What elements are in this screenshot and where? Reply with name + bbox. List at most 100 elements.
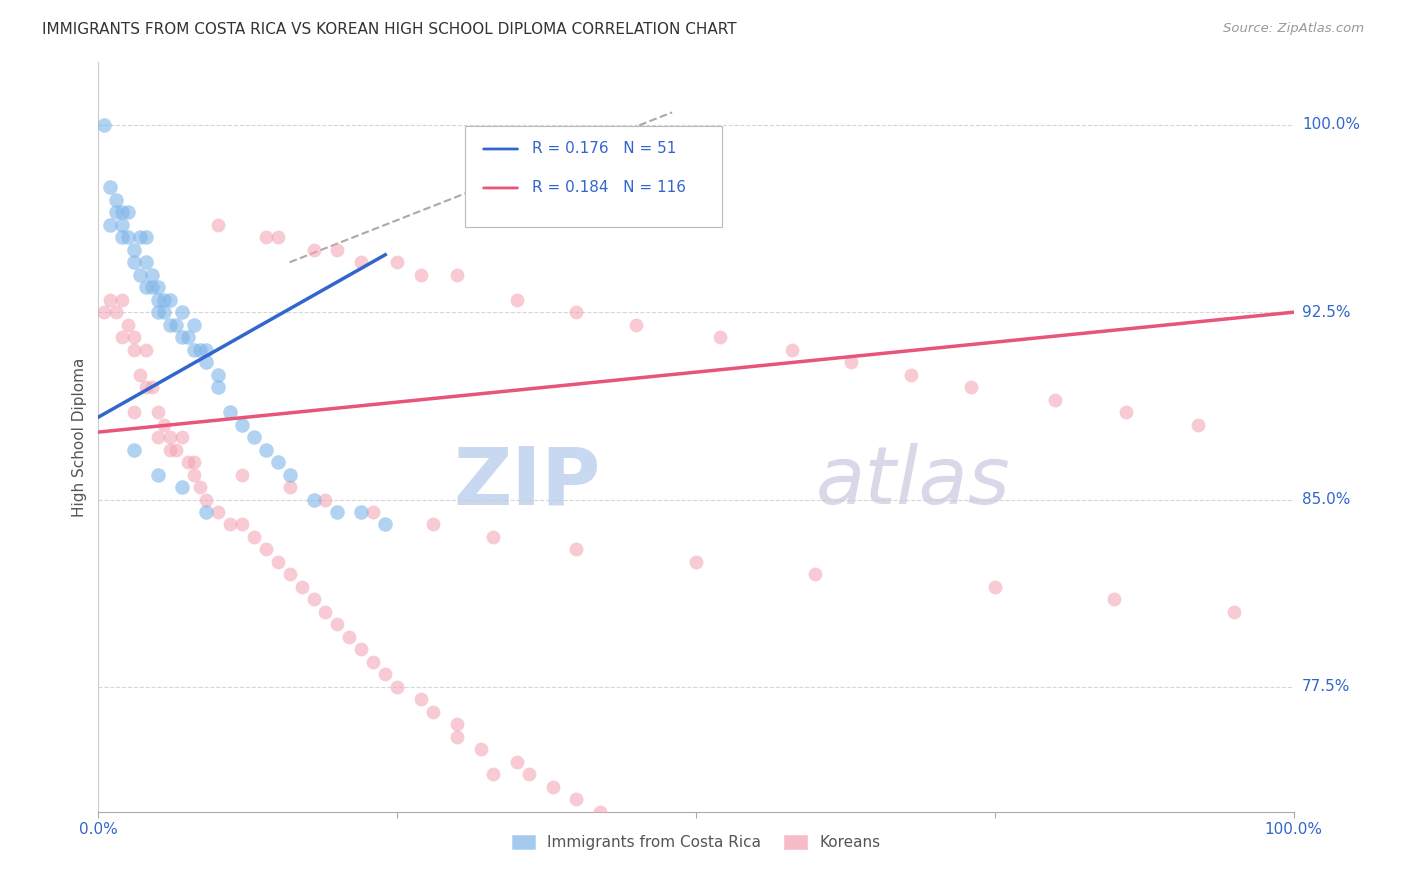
Point xyxy=(124,343,146,357)
Point xyxy=(613,817,636,831)
Point xyxy=(350,255,373,269)
Text: 77.5%: 77.5% xyxy=(1302,680,1350,694)
Point xyxy=(626,830,648,844)
Point xyxy=(172,430,194,444)
Point xyxy=(589,805,612,819)
Point xyxy=(183,455,205,469)
Text: R = 0.184   N = 116: R = 0.184 N = 116 xyxy=(533,180,686,195)
Point xyxy=(363,505,385,519)
Point xyxy=(709,330,731,344)
Point xyxy=(267,455,290,469)
Point xyxy=(141,380,163,394)
Point xyxy=(267,555,290,569)
Point xyxy=(363,655,385,669)
Point xyxy=(481,767,505,781)
Point xyxy=(1043,392,1066,407)
Point xyxy=(219,405,242,419)
Point xyxy=(195,343,218,357)
Point xyxy=(411,692,433,706)
Point xyxy=(446,717,468,731)
Point xyxy=(231,517,253,532)
Point xyxy=(385,680,409,694)
Text: ZIP: ZIP xyxy=(453,443,600,521)
Point xyxy=(565,542,588,557)
Point xyxy=(326,243,349,257)
Point xyxy=(98,293,122,307)
Point xyxy=(565,792,588,806)
Point xyxy=(93,305,115,319)
Point xyxy=(148,293,170,307)
Point xyxy=(172,480,194,494)
Point xyxy=(183,343,205,357)
Point xyxy=(422,705,444,719)
Text: atlas: atlas xyxy=(815,443,1011,521)
Point xyxy=(98,218,122,232)
Point xyxy=(326,505,349,519)
Point xyxy=(1223,605,1246,619)
Point xyxy=(124,442,146,457)
Point xyxy=(278,467,301,482)
Point xyxy=(124,243,146,257)
Point xyxy=(117,205,139,219)
Point xyxy=(326,617,349,632)
Point xyxy=(350,642,373,657)
Point xyxy=(254,230,277,244)
Point xyxy=(481,530,505,544)
Point xyxy=(517,767,540,781)
Point xyxy=(350,505,373,519)
Point xyxy=(124,330,146,344)
Point xyxy=(153,293,176,307)
Text: 85.0%: 85.0% xyxy=(1302,492,1350,507)
Point xyxy=(565,305,588,319)
Point xyxy=(541,780,564,794)
Y-axis label: High School Diploma: High School Diploma xyxy=(72,358,87,516)
Point xyxy=(135,380,157,394)
Point xyxy=(207,218,229,232)
Point xyxy=(254,442,277,457)
Point xyxy=(148,405,170,419)
Point xyxy=(172,305,194,319)
Point xyxy=(117,230,139,244)
Point xyxy=(231,467,253,482)
Point xyxy=(153,417,176,432)
Point xyxy=(841,355,863,369)
Point xyxy=(302,243,325,257)
Point xyxy=(267,230,290,244)
Point xyxy=(159,293,181,307)
Point xyxy=(1115,405,1137,419)
Point xyxy=(685,555,707,569)
Point xyxy=(207,380,229,394)
Text: 100.0%: 100.0% xyxy=(1302,118,1360,132)
Point xyxy=(506,755,529,769)
Point xyxy=(411,268,433,282)
Point xyxy=(129,230,152,244)
Point xyxy=(111,330,134,344)
Point xyxy=(780,343,803,357)
Point xyxy=(135,230,157,244)
Point xyxy=(148,467,170,482)
Point xyxy=(195,505,218,519)
Point xyxy=(506,293,529,307)
Point xyxy=(135,343,157,357)
Point xyxy=(165,442,187,457)
Point xyxy=(960,380,983,394)
Point xyxy=(129,268,152,282)
Point xyxy=(183,467,205,482)
Point xyxy=(648,842,672,856)
Point xyxy=(117,318,139,332)
Point xyxy=(135,280,157,294)
Point xyxy=(111,205,134,219)
Point xyxy=(159,318,181,332)
Point xyxy=(315,605,337,619)
Point xyxy=(148,430,170,444)
Point xyxy=(183,318,205,332)
Point xyxy=(172,330,194,344)
Point xyxy=(709,880,731,892)
Point xyxy=(153,305,176,319)
Point xyxy=(105,193,128,207)
Point xyxy=(984,580,1007,594)
Point xyxy=(374,517,396,532)
Point xyxy=(98,180,122,194)
Point xyxy=(470,742,492,756)
Point xyxy=(446,268,468,282)
